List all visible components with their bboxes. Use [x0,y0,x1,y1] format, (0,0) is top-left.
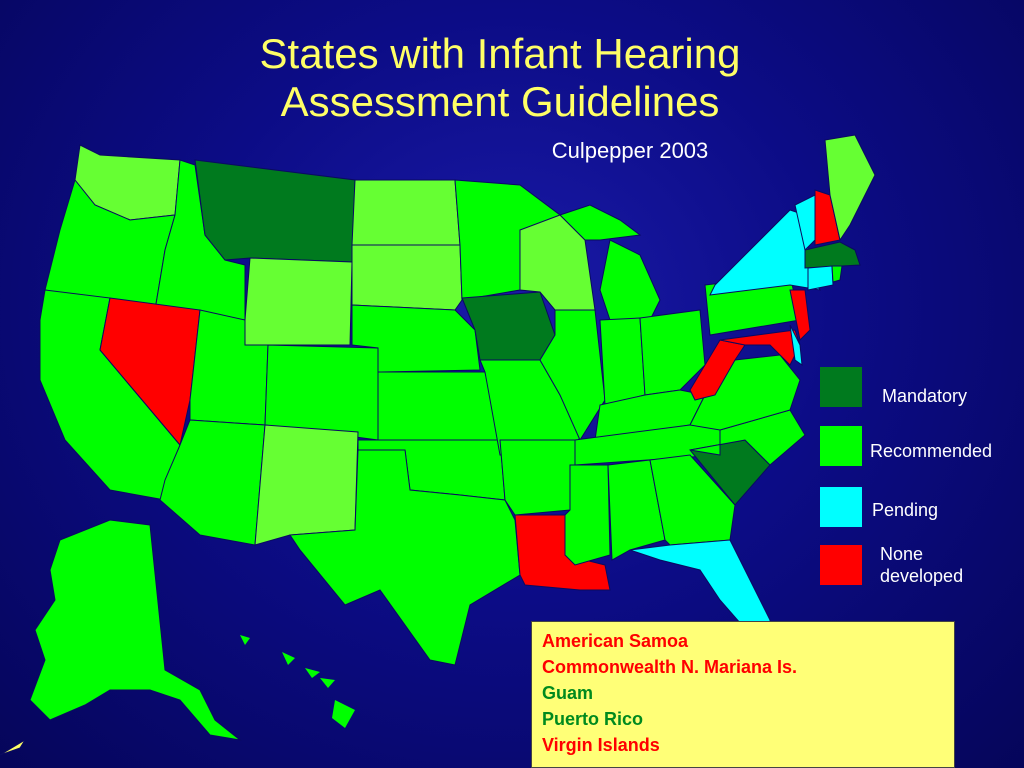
state-massachusetts [804,241,861,269]
state-maryland [719,329,801,366]
state-texas [289,449,521,666]
state-michigan-upper [559,204,642,241]
state-montana [194,159,356,263]
slide-title: States with Infant Hearing Assessment Gu… [180,30,820,126]
legend-label-none: None developed [880,543,963,587]
state-mississippi [564,464,611,566]
subtitle: Culpepper 2003 [551,138,709,163]
territory-guam: Guam [542,683,594,703]
state-new-jersey [789,289,811,342]
state-north-carolina [689,409,806,466]
state-maine [824,134,876,242]
state-ohio [639,309,706,396]
legend-swatch-mandatory [820,367,862,407]
state-rhode-island [831,265,843,283]
legend-swatch-recommended [820,426,862,466]
state-virginia [689,354,801,431]
state-arizona [159,419,266,546]
territory-puerto-rico: Puerto Rico [542,709,644,729]
legend-label-pending: Pending [872,500,939,520]
legend-label-recommended: Recommended [870,441,993,461]
legend-label-mandatory: Mandatory [882,386,968,406]
title-line-1: States with Infant Hearing [259,30,741,77]
state-nebraska [351,304,481,373]
legend-label-none-line2: developed [880,566,964,586]
state-colorado [264,344,379,441]
legend-swatch-none [820,545,862,585]
state-hawaii-4 [320,678,335,688]
alaska-islands [0,739,26,756]
territory-northern-mariana: Commonwealth N. Mariana Is. [542,657,798,677]
territories-box: American Samoa Commonwealth N. Mariana I… [531,621,955,768]
title-line-2: Assessment Guidelines [280,78,720,125]
territory-virgin-islands: Virgin Islands [542,735,660,755]
state-hawaii-3 [305,668,320,678]
state-arkansas [499,439,576,516]
state-hawaii-1 [240,635,250,645]
state-kansas [377,371,501,441]
state-hawaii-5 [332,700,355,728]
territory-american-samoa: American Samoa [542,631,689,651]
state-wyoming [244,257,353,346]
state-south-dakota [351,244,463,311]
legend-label-none-line1: None [880,544,924,564]
state-michigan [599,239,661,321]
state-north-dakota [351,179,461,246]
state-new-mexico [254,424,359,546]
state-connecticut [807,265,834,291]
state-indiana [599,317,646,406]
state-delaware [789,324,803,367]
legend-swatch-pending [820,487,862,527]
state-hawaii-2 [282,652,295,665]
state-illinois [539,309,606,442]
state-alabama [607,459,666,561]
state-alaska [29,519,242,741]
state-nevada [99,297,201,447]
